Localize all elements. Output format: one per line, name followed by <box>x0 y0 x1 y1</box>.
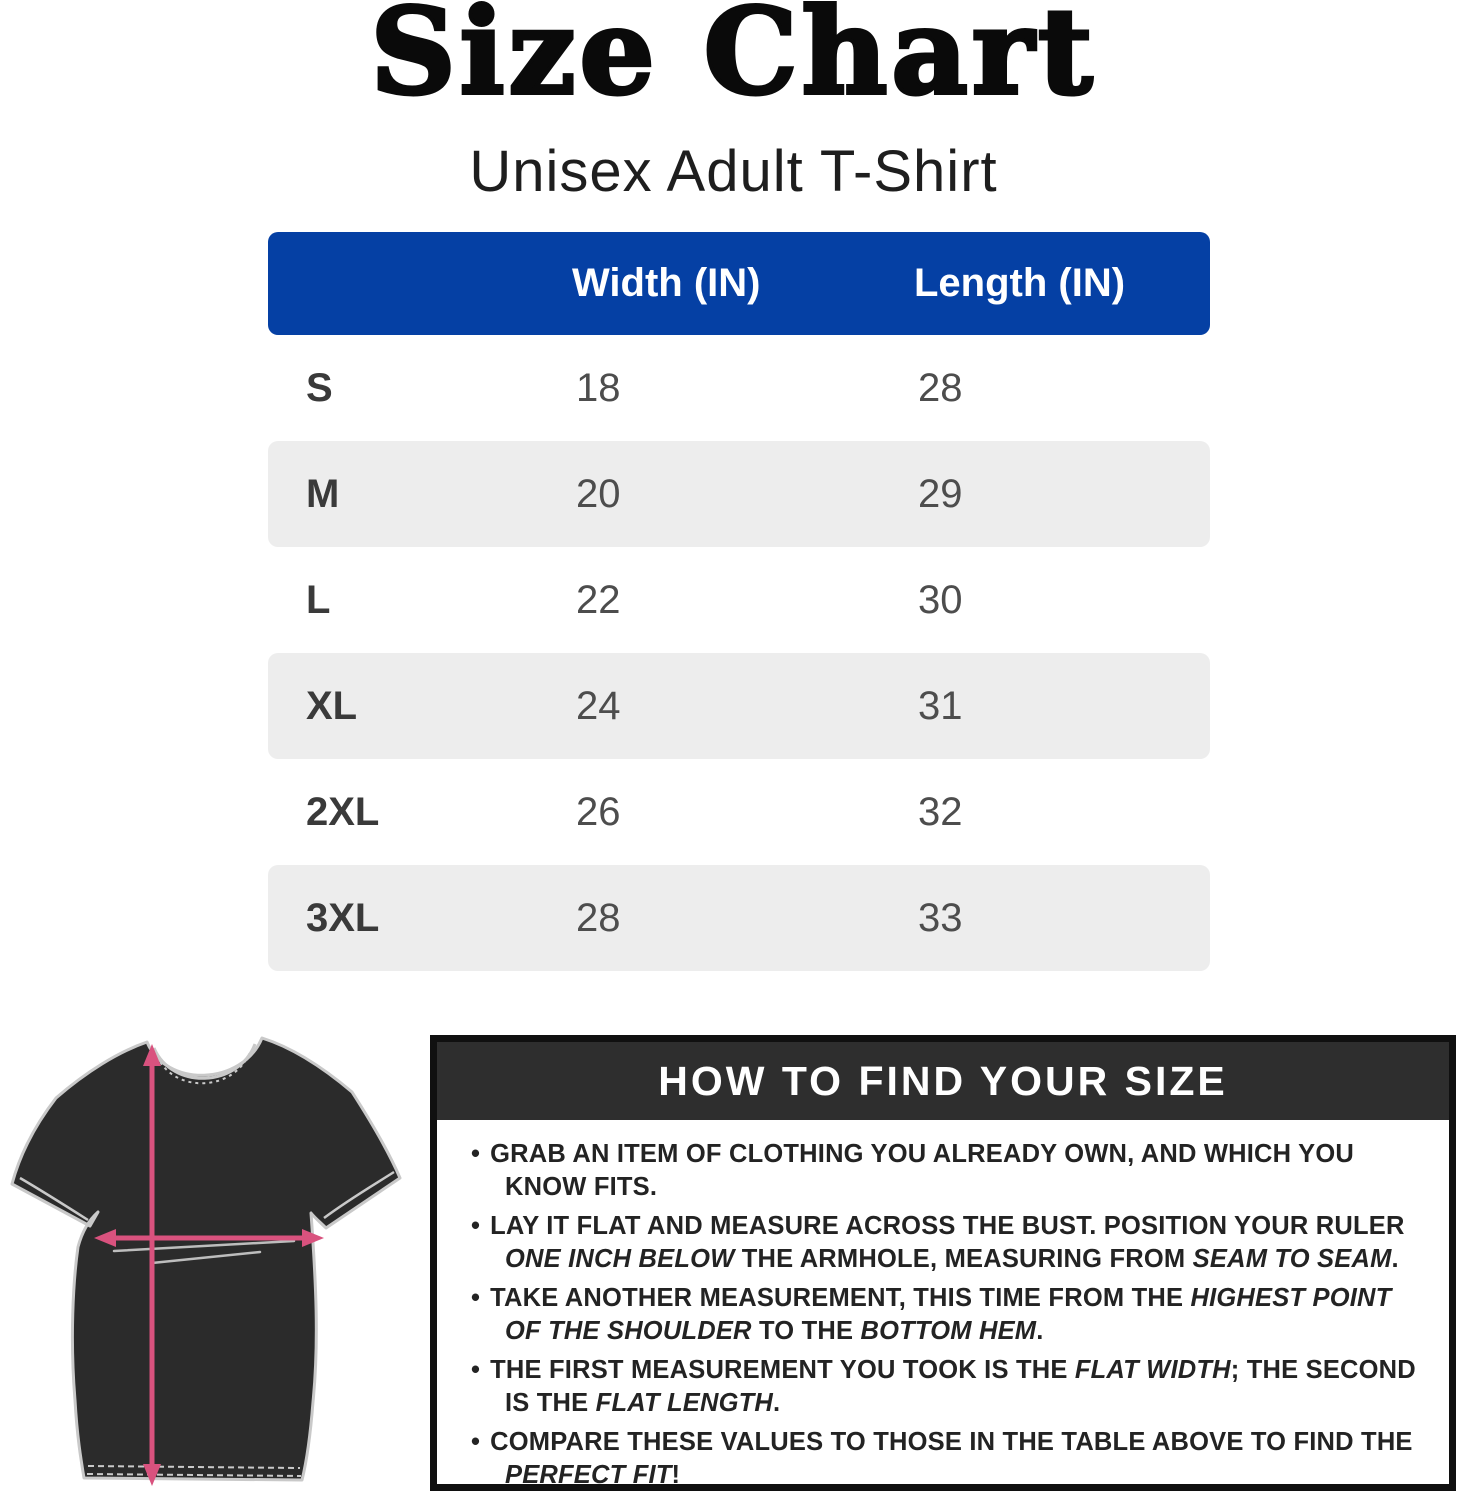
bullet-text-segment: HIGHEST POINT OF THE SHOULDER <box>505 1284 1392 1345</box>
table-row: M 20 29 <box>268 441 1210 547</box>
hem-stitch <box>86 1465 302 1477</box>
tshirt-body <box>10 1036 402 1482</box>
length-cell: 28 <box>918 365 963 410</box>
size-cell: M <box>306 471 340 516</box>
bullet-text-segment: BOTTOM HEM <box>860 1317 1037 1345</box>
table-row: L 22 30 <box>268 547 1210 653</box>
table-row: XL 24 31 <box>268 653 1210 759</box>
size-cell: XL <box>306 683 358 728</box>
bullet-text-segment: THE ARMHOLE, MEASURING FROM <box>734 1245 1193 1273</box>
page-subtitle: Unisex Adult T-Shirt <box>469 139 998 204</box>
bullet-text-segment: SEAM TO SEAM <box>1192 1245 1392 1273</box>
bullet-text-segment: COMPARE THESE VALUES TO THOSE IN THE TAB… <box>490 1428 1413 1456</box>
bullet-text-segment: . <box>1036 1317 1044 1345</box>
bullet-text-segment: TAKE ANOTHER MEASUREMENT, THIS TIME FROM… <box>490 1284 1191 1312</box>
width-cell: 22 <box>576 577 621 622</box>
width-cell: 18 <box>576 365 621 410</box>
how-to-bullet: • LAY IT FLAT AND MEASURE ACROSS THE BUST… <box>457 1210 1433 1276</box>
length-cell: 29 <box>918 471 963 516</box>
collar-stitch <box>156 1051 251 1085</box>
how-to-bullet: • THE FIRST MEASUREMENT YOU TOOK IS THE F… <box>457 1354 1433 1420</box>
size-table-body: S 18 28 M 20 29 L 22 30 XL 24 31 2XL 26 32 3XL 28 33 <box>268 335 1210 971</box>
bullet-text-segment: . <box>1391 1245 1399 1273</box>
size-cell: 3XL <box>306 895 380 940</box>
how-to-bullet: • TAKE ANOTHER MEASUREMENT, THIS TIME FRO… <box>457 1282 1433 1348</box>
tshirt-measurement-diagram <box>10 1036 402 1486</box>
right-cuff-stitch <box>323 1170 395 1220</box>
bullet-text-segment: . <box>773 1389 781 1417</box>
how-to-bullet: • COMPARE THESE VALUES TO THOSE IN THE TA… <box>457 1426 1433 1489</box>
bullet-text-segment: PERFECT FIT <box>505 1461 672 1489</box>
header-cell-length: Length (IN) <box>914 261 1126 305</box>
bullet-dot: • <box>471 1428 481 1456</box>
bullet-text-segment: TO THE <box>751 1317 861 1345</box>
how-to-bullet: • GRAB AN ITEM OF CLOTHING YOU ALREADY OW… <box>457 1138 1433 1204</box>
length-cell: 32 <box>918 789 963 834</box>
table-row: 2XL 26 32 <box>268 759 1210 865</box>
bullet-text-segment: THE FIRST MEASUREMENT YOU TOOK IS THE <box>490 1356 1075 1384</box>
table-row: 3XL 28 33 <box>268 865 1210 971</box>
bullet-text-segment: LAY IT FLAT AND MEASURE ACROSS THE BUST.… <box>490 1212 1405 1240</box>
page-title: Size Chart <box>368 0 1097 123</box>
size-cell: S <box>306 365 333 410</box>
left-cuff-stitch <box>19 1176 89 1222</box>
width-cell: 26 <box>576 789 621 834</box>
width-cell: 24 <box>576 683 621 728</box>
bullet-dot: • <box>471 1212 481 1240</box>
bullet-text-segment: ! <box>671 1461 681 1489</box>
length-cell: 33 <box>918 895 963 940</box>
length-cell: 30 <box>918 577 963 622</box>
size-table: Width (IN) Length (IN) S 18 28 M 20 29 L 22 30 XL… <box>268 232 1210 971</box>
width-arrow <box>94 1229 324 1247</box>
bullet-text-segment: ; THE SECOND IS THE <box>505 1356 1416 1417</box>
bullet-text-segment: FLAT LENGTH <box>595 1389 774 1417</box>
bullet-dot: • <box>471 1140 481 1168</box>
size-table-header-row: Width (IN) Length (IN) <box>268 232 1210 335</box>
length-cell: 31 <box>918 683 963 728</box>
width-cell: 28 <box>576 895 621 940</box>
bullet-text-segment: GRAB AN ITEM OF CLOTHING YOU ALREADY OWN… <box>490 1140 1354 1201</box>
bullet-dot: • <box>471 1356 481 1384</box>
width-cell: 20 <box>576 471 621 516</box>
how-to-title: HOW TO FIND YOUR SIZE <box>437 1042 1449 1120</box>
fabric-fold-lines <box>112 1239 296 1265</box>
table-row: S 18 28 <box>268 335 1210 441</box>
size-cell: 2XL <box>306 789 380 834</box>
size-cell: L <box>306 577 331 622</box>
header-cell-width: Width (IN) <box>572 261 761 305</box>
how-to-box: HOW TO FIND YOUR SIZE • GRAB AN ITEM OF C… <box>430 1035 1456 1491</box>
bullet-text-segment: ONE INCH BELOW <box>505 1245 735 1273</box>
bullet-dot: • <box>471 1284 481 1312</box>
length-arrow <box>143 1044 161 1486</box>
bullet-text-segment: FLAT WIDTH <box>1074 1356 1231 1384</box>
how-to-list: • GRAB AN ITEM OF CLOTHING YOU ALREADY OW… <box>437 1120 1449 1489</box>
collar-ribbing <box>152 1043 257 1080</box>
